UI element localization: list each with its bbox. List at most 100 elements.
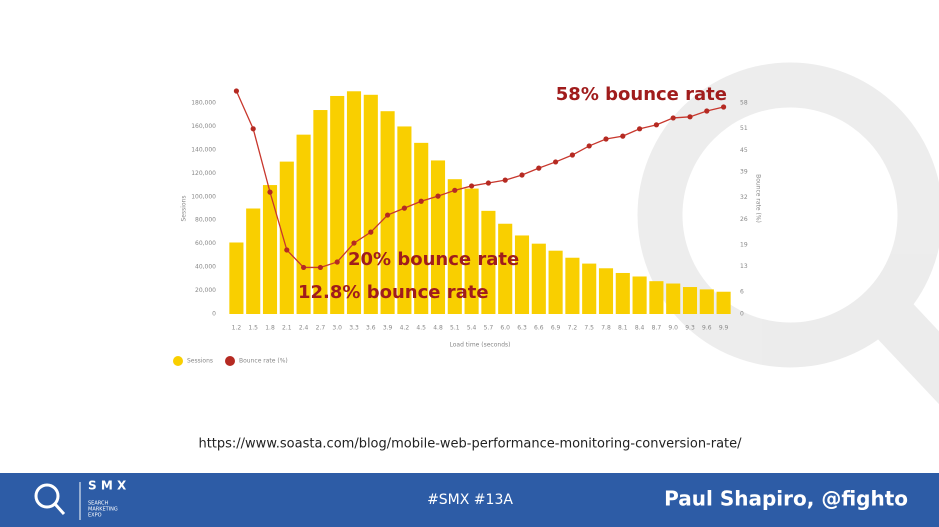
- line-point: [569, 152, 576, 158]
- bar: [414, 142, 429, 314]
- line-point: [452, 187, 458, 193]
- bar: [682, 287, 698, 314]
- y-tick-label: 180,000: [191, 100, 216, 107]
- y2-tick-label: 0: [740, 311, 744, 318]
- line-point: [351, 240, 357, 246]
- line-point: [267, 189, 273, 195]
- x-tick-label: 9.0: [668, 325, 678, 332]
- x-tick-label: 7.5: [584, 325, 594, 332]
- y-tick-label: 140,000: [191, 146, 216, 153]
- x-tick-label: 3.0: [332, 325, 342, 332]
- line-point: [334, 259, 340, 265]
- line-point: [670, 115, 676, 121]
- x-tick-label: 3.3: [349, 325, 359, 332]
- y2-tick-label: 13: [740, 263, 748, 270]
- x-tick-label: 5.7: [484, 325, 494, 332]
- bar: [481, 210, 496, 314]
- x-tick-label: 3.9: [383, 325, 393, 332]
- bar: [649, 281, 664, 314]
- line: [235, 90, 724, 269]
- line-point: [250, 126, 256, 132]
- line-point: [502, 177, 508, 183]
- x-tick-label: 2.7: [316, 325, 326, 332]
- logo-sub: EXPO: [88, 513, 102, 519]
- y-tick-label: 100,000: [191, 193, 216, 200]
- line-point: [603, 136, 609, 142]
- y2-tick-label: 39: [740, 169, 748, 176]
- line-point: [721, 104, 727, 110]
- line-point: [687, 114, 693, 120]
- y2-tick-label: 51: [740, 125, 748, 132]
- background-magnifier: [637, 62, 939, 405]
- y2-tick-label: 6: [740, 289, 744, 296]
- line-point: [401, 205, 407, 211]
- x-tick-label: 1.2: [232, 325, 242, 332]
- legend-label: Sessions: [187, 358, 213, 365]
- legend-label: Bounce rate (%): [239, 358, 288, 365]
- x-tick-label: 6.3: [517, 325, 527, 332]
- y2-tick-label: 58: [740, 100, 748, 107]
- x-tick-label: 9.3: [685, 325, 695, 332]
- y-tick-label: 80,000: [195, 217, 216, 224]
- source-url: https://www.soasta.com/blog/mobile-web-p…: [198, 437, 742, 452]
- y-tick-label: 40,000: [195, 264, 216, 271]
- logo-sub: SEARCH: [88, 501, 108, 507]
- line-point: [553, 159, 559, 165]
- y-axis-label: Sessions: [181, 195, 188, 221]
- annotation: 20% bounce rate: [348, 249, 519, 270]
- author: Paul Shapiro, @fighto: [664, 487, 908, 511]
- bar: [330, 95, 345, 314]
- bar: [229, 242, 244, 314]
- bar: [363, 94, 378, 315]
- line-point: [620, 133, 626, 139]
- y-tick-label: 160,000: [191, 123, 216, 130]
- line-point: [704, 108, 710, 114]
- x-tick-label: 2.1: [282, 325, 292, 332]
- bar: [699, 289, 714, 314]
- bar: [598, 268, 614, 314]
- line-point: [418, 198, 424, 204]
- x-axis-label: Load time (seconds): [450, 342, 511, 349]
- chart: 0 20,000 40,000 60,000 80,000 100,000 120,000 1…: [173, 84, 762, 366]
- y2-tick-label: 26: [740, 216, 748, 223]
- logo-text: S M X: [88, 479, 127, 493]
- x-tick-label: 8.7: [652, 325, 662, 332]
- line-point: [368, 229, 374, 235]
- x-tick-label: 1.5: [248, 325, 258, 332]
- bar: [346, 91, 362, 315]
- x-tick-label: 4.5: [416, 325, 426, 332]
- x-tick-label: 4.2: [400, 325, 410, 332]
- bar: [514, 235, 530, 314]
- line-point: [284, 247, 290, 253]
- bar: [246, 208, 261, 314]
- line-point: [586, 143, 592, 149]
- annotation: 58% bounce rate: [556, 84, 727, 105]
- logo-icon: [34, 482, 81, 520]
- x-tick-label: 7.2: [568, 325, 578, 332]
- x-tick-label: 5.4: [467, 325, 477, 332]
- bar: [447, 179, 462, 314]
- y2-axis-label: Bounce rate (%): [755, 174, 762, 223]
- bar: [615, 272, 630, 314]
- y2-tick-label: 32: [740, 194, 748, 201]
- line-point: [233, 88, 239, 94]
- line-point: [435, 193, 441, 199]
- x-tick-label: 5.1: [450, 325, 460, 332]
- line-point: [637, 126, 643, 132]
- bar: [262, 185, 278, 314]
- line-point: [485, 180, 491, 186]
- legend-swatch: [225, 356, 235, 366]
- line-point: [519, 172, 525, 178]
- y-tick-label: 0: [212, 311, 216, 318]
- bar: [430, 160, 446, 314]
- x-tick-label: 6.6: [534, 325, 544, 332]
- line-point: [653, 122, 660, 128]
- bar: [666, 283, 681, 314]
- bar: [296, 134, 311, 314]
- bar: [279, 161, 294, 314]
- line-point: [469, 183, 475, 189]
- x-tick-label: 9.6: [702, 325, 712, 332]
- y-tick-label: 20,000: [195, 287, 216, 294]
